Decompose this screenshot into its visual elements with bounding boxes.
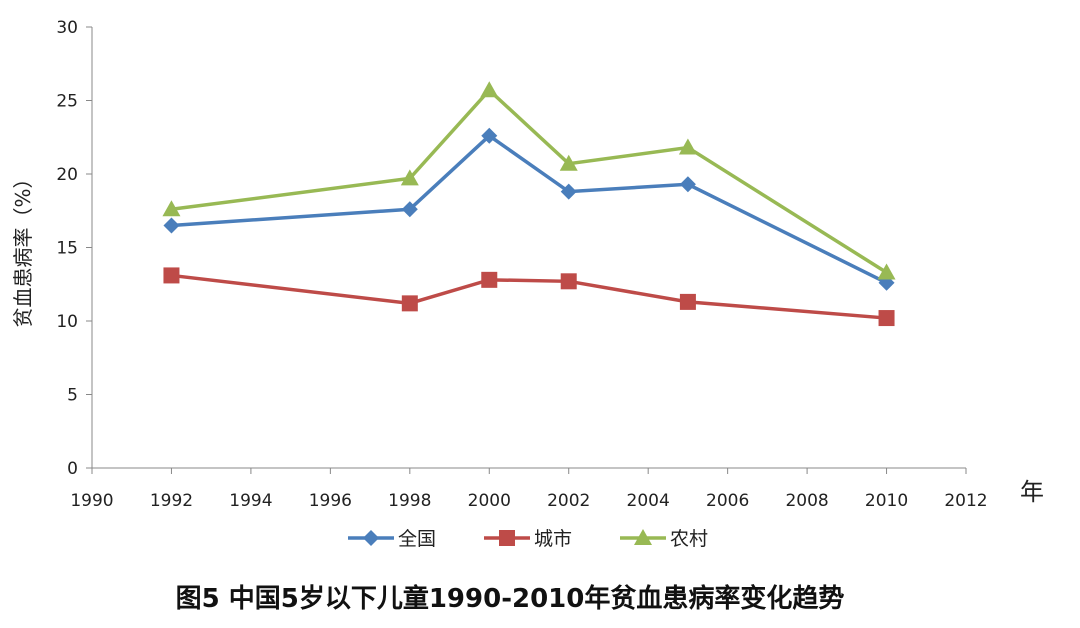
series-line <box>171 273 887 320</box>
x-tick-label: 2002 <box>547 491 590 511</box>
data-point-square <box>401 295 418 312</box>
x-tick-label: 1990 <box>70 491 113 511</box>
y-tick-label: 25 <box>56 92 78 112</box>
legend-label: 全国 <box>398 528 436 550</box>
x-tick-label: 2008 <box>785 491 828 511</box>
data-point-triangle <box>162 200 181 217</box>
y-tick-label: 15 <box>56 239 78 259</box>
data-point-square <box>481 271 498 288</box>
y-tick-label: 5 <box>67 386 78 406</box>
data-point-triangle <box>678 138 697 155</box>
data-point-triangle <box>877 263 896 280</box>
legend-item: 全国 <box>348 528 436 550</box>
x-axis-label: 年 <box>1020 478 1044 506</box>
x-tick-label: 1998 <box>388 491 431 511</box>
data-point-diamond <box>163 217 180 234</box>
data-point-square <box>878 310 895 327</box>
data-point-triangle <box>480 81 499 98</box>
x-tick-label: 1992 <box>150 491 193 511</box>
x-tick-label: 2004 <box>627 491 670 511</box>
x-tick-label: 2012 <box>944 491 987 511</box>
data-point-triangle <box>634 529 652 545</box>
y-tick-label: 20 <box>56 165 78 185</box>
data-point-diamond <box>363 530 379 546</box>
data-point-diamond <box>560 183 577 200</box>
data-point-square <box>499 530 515 546</box>
x-tick-label: 1996 <box>309 491 352 511</box>
data-point-triangle <box>400 169 419 186</box>
series-城市 <box>163 267 895 327</box>
y-tick-label: 0 <box>67 459 78 479</box>
data-point-diamond <box>481 127 498 144</box>
x-tick-label: 2006 <box>706 491 749 511</box>
chart-title: 图5 中国5岁以下儿童1990-2010年贫血患病率变化趋势 <box>176 583 845 614</box>
legend-item: 城市 <box>484 528 572 550</box>
series-line <box>171 87 888 274</box>
data-point-square <box>560 273 577 290</box>
data-point-diamond <box>401 201 418 218</box>
legend-label: 农村 <box>670 528 708 550</box>
data-point-triangle <box>559 154 578 171</box>
series-全国 <box>163 127 895 291</box>
y-axis-label: 贫血患病率（%） <box>11 168 35 327</box>
y-tick-label: 30 <box>56 18 78 38</box>
x-tick-label: 2010 <box>865 491 908 511</box>
data-point-square <box>163 267 180 284</box>
data-point-square <box>679 293 696 310</box>
x-tick-label: 2000 <box>468 491 511 511</box>
legend-item: 农村 <box>620 528 708 550</box>
data-point-diamond <box>679 176 696 193</box>
y-tick-label: 10 <box>56 312 78 332</box>
legend-label: 城市 <box>534 528 572 550</box>
series-line <box>171 133 888 285</box>
x-tick-label: 1994 <box>229 491 272 511</box>
series-农村 <box>162 81 896 280</box>
